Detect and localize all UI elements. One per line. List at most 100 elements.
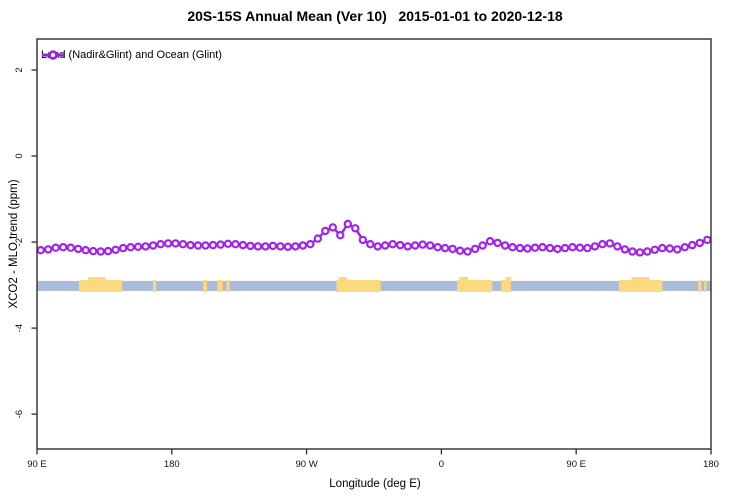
data-point — [680, 242, 690, 252]
data-point — [418, 240, 427, 249]
data-point — [246, 241, 255, 251]
data-point — [141, 242, 150, 251]
data-point — [313, 234, 322, 243]
data-point — [103, 246, 113, 256]
y-tick-label: -6 — [14, 410, 25, 418]
data-point — [193, 241, 203, 250]
data-point — [673, 245, 682, 254]
data-point — [133, 242, 143, 251]
data-point — [530, 243, 540, 252]
data-point — [381, 241, 390, 250]
data-point — [523, 244, 532, 253]
data-point — [493, 238, 502, 248]
data-point — [650, 245, 660, 254]
land-segment — [78, 279, 123, 292]
data-point — [448, 244, 457, 254]
data-point — [291, 242, 300, 251]
data-point — [306, 239, 315, 249]
data-point — [658, 243, 667, 253]
data-point — [643, 247, 652, 256]
data-point — [163, 239, 173, 248]
data-point — [440, 243, 450, 253]
legend-label: Land (Nadir&Glint) and Ocean (Glint) — [41, 49, 222, 61]
data-point — [508, 242, 517, 252]
data-point — [328, 223, 337, 232]
data-point — [366, 239, 375, 249]
land-bump — [631, 276, 650, 281]
data-point — [553, 244, 562, 254]
land-segment — [153, 279, 157, 292]
data-point — [403, 242, 412, 251]
x-axis-label: Longitude (deg E) — [329, 478, 421, 490]
y-axis-label: XCO2 - MLO trend (ppm) — [8, 179, 20, 309]
data-point — [613, 242, 622, 251]
data-point — [665, 244, 675, 253]
data-point — [336, 230, 345, 240]
y-tick-label: -2 — [14, 238, 25, 246]
data-point — [81, 245, 90, 255]
data-point — [598, 239, 607, 249]
y-tick-label: 0 — [14, 153, 25, 158]
data-point — [253, 242, 263, 251]
data-point — [628, 247, 637, 256]
land-segment — [698, 279, 702, 292]
data-point — [261, 242, 270, 251]
data-point — [298, 241, 308, 250]
data-point — [455, 246, 465, 255]
legend-marker-icon — [42, 50, 64, 60]
land-segment — [336, 279, 381, 292]
data-point — [178, 239, 188, 249]
data-point — [66, 243, 75, 252]
land-bump — [87, 276, 106, 281]
data-point — [463, 247, 472, 256]
land-bump — [459, 276, 469, 281]
data-point — [538, 242, 547, 252]
data-point — [575, 243, 585, 252]
data-point — [426, 241, 435, 250]
x-tick-label: 90 E — [27, 459, 47, 470]
data-point — [171, 239, 180, 248]
data-point — [118, 243, 128, 253]
land-segment — [226, 279, 230, 292]
data-point — [388, 239, 397, 249]
data-point — [51, 243, 60, 252]
data-point — [688, 240, 697, 250]
data-point — [635, 248, 645, 257]
y-tick-label: 2 — [14, 67, 25, 72]
data-point — [96, 247, 105, 256]
data-point — [703, 235, 712, 245]
data-point — [216, 240, 225, 249]
data-point — [88, 246, 98, 256]
data-point — [433, 242, 442, 252]
data-point — [73, 244, 83, 254]
data-point — [695, 238, 705, 248]
data-point — [590, 242, 600, 251]
land-segment — [217, 279, 223, 292]
land-segment — [501, 279, 512, 292]
data-point — [276, 242, 285, 251]
data-point — [568, 242, 577, 252]
x-tick-label: 90 W — [296, 459, 318, 470]
data-point — [478, 241, 487, 250]
data-point — [411, 241, 420, 250]
data-point — [126, 242, 135, 252]
data-point — [351, 224, 360, 233]
data-point — [358, 235, 367, 245]
x-tick-label: 90 E — [566, 459, 586, 470]
data-point — [186, 240, 195, 250]
land-bump — [338, 276, 348, 281]
data-point — [396, 240, 405, 250]
data-point — [560, 243, 570, 253]
x-tick-label: 180 — [164, 459, 180, 470]
plot-border — [36, 38, 712, 450]
data-point — [283, 242, 293, 251]
data-point — [583, 243, 592, 253]
land-segment — [457, 279, 493, 292]
data-point — [238, 240, 248, 250]
data-point — [485, 236, 495, 246]
land-bump — [505, 276, 512, 281]
data-point — [111, 245, 120, 254]
land-segment — [618, 279, 663, 292]
land-segment — [704, 279, 707, 292]
